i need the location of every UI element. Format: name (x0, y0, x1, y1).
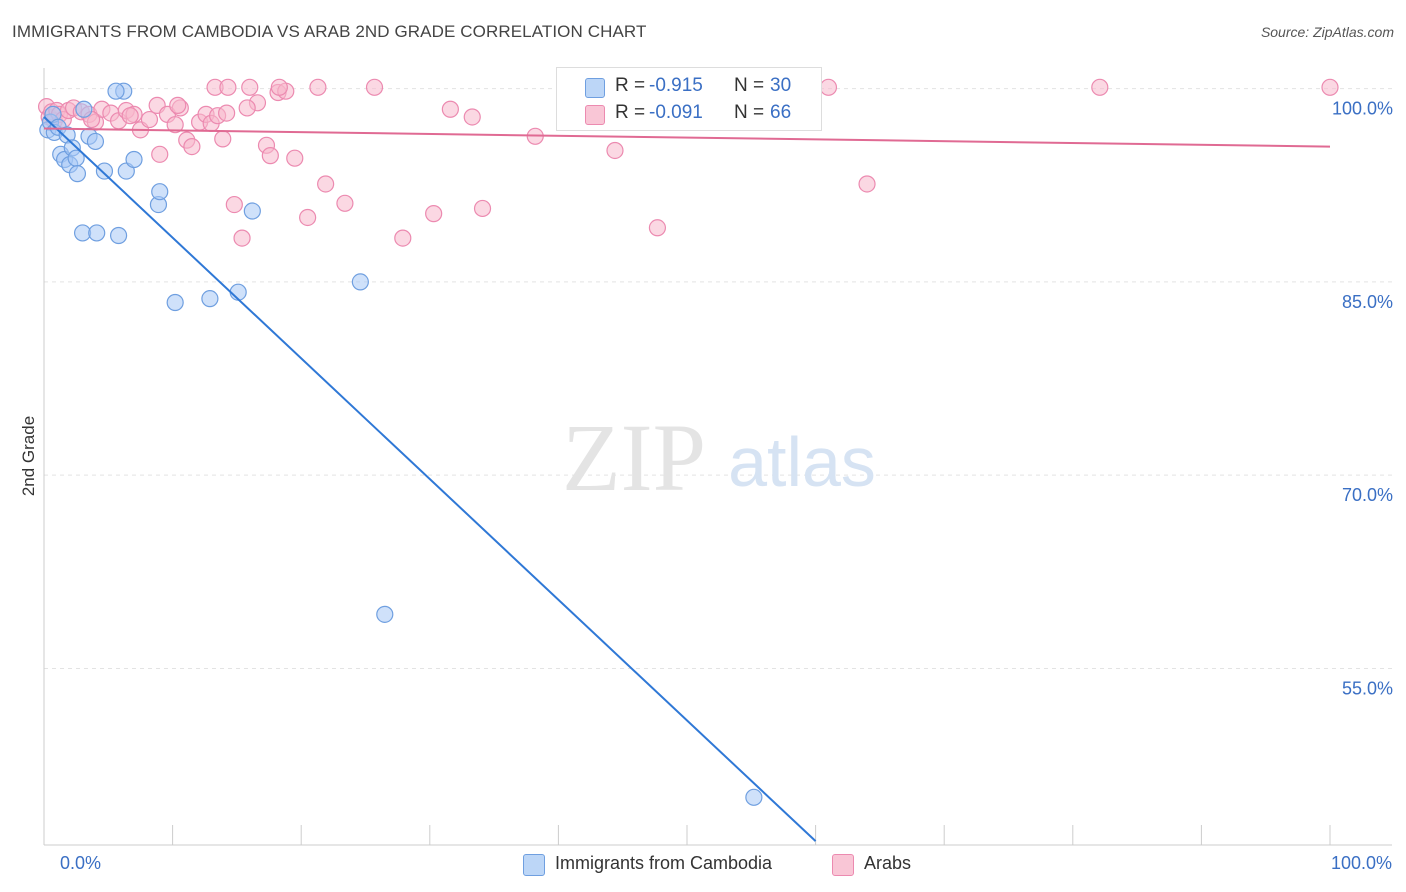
cambodia-point (88, 224, 106, 242)
arab-point (166, 116, 184, 134)
x-tick-label-min: 0.0% (60, 853, 101, 873)
arab-point (261, 147, 279, 165)
correlation-legend: R = -0.915 N = 30 R = -0.091 N = 66 (556, 67, 822, 131)
arab-point (121, 107, 139, 125)
arab-point (425, 205, 443, 223)
cambodia-point (107, 82, 125, 100)
cambodia-point (229, 283, 247, 301)
arab-point (819, 78, 838, 96)
gridlines (44, 88, 1392, 669)
arab-point (169, 96, 187, 114)
arab-points (37, 78, 1339, 247)
y-tick-label: 85.0% (1342, 292, 1393, 312)
cambodia-point (166, 293, 184, 312)
arab-point (225, 195, 243, 214)
arab-swatch (585, 105, 605, 125)
x-tick-label-max: 100.0% (1331, 853, 1392, 873)
cambodia-point (351, 273, 369, 291)
n-value: 30 (770, 75, 792, 96)
chart-title: IMMIGRANTS FROM CAMBODIA VS ARAB 2ND GRA… (12, 22, 647, 41)
cambodia-trend-line (43, 116, 817, 842)
cambodia-swatch (585, 78, 605, 98)
cambodia-point (75, 100, 93, 118)
arab-point (1091, 78, 1109, 96)
n-label: N = (734, 75, 765, 96)
arab-point (183, 138, 201, 156)
n-value: 66 (770, 102, 792, 123)
watermark: ZIP atlas (562, 404, 876, 511)
x-axis-ticks (43, 825, 1331, 845)
arab-point (463, 108, 481, 126)
cambodia-point (201, 290, 219, 308)
arab-point (365, 78, 384, 96)
arab-point (241, 78, 259, 96)
arab-point (473, 199, 492, 218)
arab-point (233, 229, 251, 247)
legend-row-arabs: R = -0.091 N = 66 (557, 100, 821, 128)
r-value: -0.915 (649, 75, 703, 96)
r-value: -0.091 (649, 102, 703, 123)
y-tick-label: 55.0% (1342, 678, 1393, 698)
arab-point (394, 229, 412, 247)
arab-point (286, 149, 304, 167)
axes (43, 68, 1392, 846)
arab-point (309, 78, 327, 96)
arab-point (441, 100, 459, 118)
trend-lines (43, 116, 1331, 842)
arab-point (140, 110, 159, 129)
arab-point (214, 130, 232, 148)
arab-point (238, 99, 256, 117)
legend-label-cambodia: Immigrants from Cambodia (555, 853, 773, 873)
r-label: R = (615, 75, 646, 96)
y-tick-label: 100.0% (1332, 99, 1393, 119)
arab-point (219, 78, 237, 96)
source-credit: Source: ZipAtlas.com (1260, 24, 1394, 40)
cambodia-point (125, 150, 143, 169)
legend-row-cambodia: R = -0.915 N = 30 (557, 73, 821, 101)
cambodia-points (39, 82, 763, 806)
arab-point (299, 208, 317, 227)
cambodia-point (68, 165, 87, 183)
cambodia-point (86, 132, 105, 151)
r-label: R = (615, 102, 646, 123)
legend-label-arabs: Arabs (864, 853, 912, 873)
arab-point (1321, 78, 1339, 96)
y-axis-title: 2nd Grade (19, 416, 38, 496)
arab-trend-line (43, 127, 1331, 148)
cambodia-point (243, 202, 261, 220)
cambodia-point (109, 226, 128, 245)
arab-point (336, 194, 354, 212)
n-label: N = (734, 102, 765, 123)
arab-point (151, 145, 169, 163)
watermark-zip: ZIP (562, 404, 706, 511)
y-tick-label: 70.0% (1342, 485, 1393, 505)
cambodia-point (376, 605, 394, 623)
arab-point (648, 219, 667, 237)
y-axis-tick-labels: 100.0% 85.0% 70.0% 55.0% (1332, 99, 1393, 699)
arab-point (606, 141, 624, 160)
arab-point (218, 104, 236, 122)
watermark-atlas: atlas (728, 423, 876, 501)
cambodia-point (151, 183, 169, 201)
cambodia-point (745, 788, 763, 806)
cambodia-legend-swatch (523, 854, 545, 876)
arab-point (858, 175, 876, 193)
arab-legend-swatch (832, 854, 854, 876)
cambodia-point (95, 162, 114, 180)
arab-point (270, 78, 288, 96)
arab-point (317, 175, 335, 193)
